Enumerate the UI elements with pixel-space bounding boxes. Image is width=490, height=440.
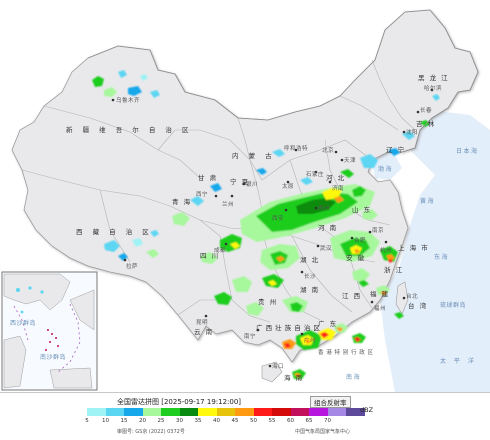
product-label: 组合反射率 (310, 396, 351, 408)
south-sea-inset (1, 271, 98, 391)
colorbar-cell (309, 408, 328, 416)
map-canvas (1, 9, 490, 392)
colorbar-tick: 10 (102, 418, 109, 424)
colorbar-ticks: 5 10 15 20 25 30 35 40 45 50 55 60 65 70 (85, 418, 367, 426)
radar-echoes (92, 70, 440, 379)
colorbar-tick: 20 (139, 418, 146, 424)
colorbar-tick: 30 (176, 418, 183, 424)
city-markers (111, 88, 434, 368)
colorbar-cell (105, 408, 124, 416)
colorbar-cell (198, 408, 217, 416)
unit-label: dBZ (360, 406, 374, 414)
colorbar-cell (179, 408, 198, 416)
sea-bohai (372, 150, 402, 180)
colorbar-cell (290, 408, 309, 416)
colorbar-tick: 60 (287, 418, 294, 424)
colorbar-tick: 55 (268, 418, 276, 424)
colorbar (87, 408, 365, 416)
hainan-island (261, 361, 283, 383)
producer-label: 中国气象局国家气象中心 (295, 429, 351, 435)
taiwan-island (395, 281, 409, 315)
colorbar-tick: 50 (250, 418, 257, 424)
colorbar-tick: 35 (194, 418, 202, 424)
colorbar-tick: 25 (157, 418, 165, 424)
colorbar-cell (235, 408, 254, 416)
sea-east (380, 110, 490, 392)
colorbar-cell (327, 408, 346, 416)
colorbar-cell (253, 408, 272, 416)
legend-title: 全国雷达拼图 [2025-09-17 19:12:00] (117, 398, 242, 406)
colorbar-cell (272, 408, 291, 416)
colorbar-cell (142, 408, 161, 416)
colorbar-tick: 65 (305, 418, 313, 424)
colorbar-cell (161, 408, 180, 416)
colorbar-cell (216, 408, 235, 416)
colorbar-tick: 70 (324, 418, 331, 424)
colorbar-tick: 5 (85, 418, 89, 424)
colorbar-tick: 40 (213, 418, 220, 424)
colorbar-cell (87, 408, 106, 416)
legend-panel (0, 392, 490, 440)
colorbar-tick: 15 (120, 418, 128, 424)
colorbar-cell (346, 408, 365, 416)
colorbar-cell (124, 408, 143, 416)
colorbar-tick: 45 (231, 418, 239, 424)
review-number: 审图号: GS京 (2022) 0372号 (117, 429, 185, 435)
